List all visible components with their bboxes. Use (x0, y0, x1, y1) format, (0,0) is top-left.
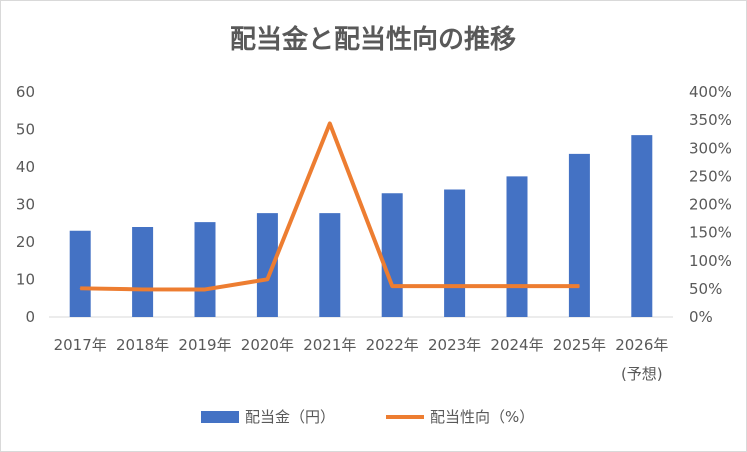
x-tick-label: 2024年 (490, 336, 543, 354)
y-left-tick-label: 0 (25, 308, 35, 326)
y-left-tick-label: 30 (16, 196, 35, 214)
line-point (391, 285, 393, 287)
y-right-tick-label: 150% (689, 224, 732, 242)
x-tick-label: 2017年 (54, 336, 107, 354)
line-point (329, 123, 331, 124)
y-left-tick-label: 50 (16, 121, 35, 139)
x-tick-label: 2025年 (553, 336, 606, 354)
bar (381, 193, 403, 317)
legend-swatch-bar (201, 411, 239, 423)
line-point (516, 285, 518, 287)
x-tick-label: 2022年 (366, 336, 419, 354)
x-tick-label: 2023年 (428, 336, 481, 354)
x-tick-label: 2026年 (615, 336, 668, 354)
y-right-tick-label: 350% (689, 111, 732, 129)
y-right-tick-label: 100% (689, 252, 732, 270)
bar (568, 153, 590, 317)
x-tick-label: 2018年 (116, 336, 169, 354)
x-tick-label: 2021年 (303, 336, 356, 354)
bar (319, 213, 341, 317)
y-left-tick-label: 10 (16, 271, 35, 289)
bar (194, 222, 216, 317)
line-point (142, 288, 144, 290)
x-tick-note: (予想) (621, 365, 663, 383)
y-right-tick-label: 50% (689, 280, 722, 298)
y-right-tick-label: 400% (689, 83, 732, 101)
bar (69, 230, 91, 317)
line-point (204, 288, 206, 290)
bar (256, 213, 278, 317)
legend-label-bar: 配当金（円） (245, 408, 335, 426)
x-axis: 2017年 2018年 2019年 2020年 2021年 2022年 2023年 2024年… (54, 336, 669, 383)
bar (506, 176, 528, 317)
line-point (454, 285, 456, 287)
chart-title: 配当金と配当性向の推移 (230, 24, 516, 55)
bar (132, 227, 154, 317)
y-left-tick-label: 40 (16, 158, 35, 176)
line-point (578, 285, 580, 287)
x-tick-label: 2019年 (178, 336, 231, 354)
bar (444, 189, 466, 317)
line-point (266, 278, 268, 280)
line-point (79, 287, 81, 289)
y-right-tick-label: 0% (689, 308, 713, 326)
y-right-axis: 0% 50% 100% 150% 200% 250% 300% 350% 400% (689, 83, 732, 326)
y-left-axis: 0 10 20 30 40 50 60 (16, 83, 35, 326)
line-series (79, 121, 580, 292)
y-right-tick-label: 200% (689, 196, 732, 214)
legend: 配当金（円） 配当性向（%） (201, 408, 534, 426)
y-right-tick-label: 300% (689, 139, 732, 157)
y-left-tick-label: 20 (16, 233, 35, 251)
bar (631, 135, 653, 317)
y-left-tick-label: 60 (16, 83, 35, 101)
legend-label-line: 配当性向（%） (430, 408, 534, 426)
x-tick-label: 2020年 (241, 336, 294, 354)
y-right-tick-label: 250% (689, 167, 732, 185)
